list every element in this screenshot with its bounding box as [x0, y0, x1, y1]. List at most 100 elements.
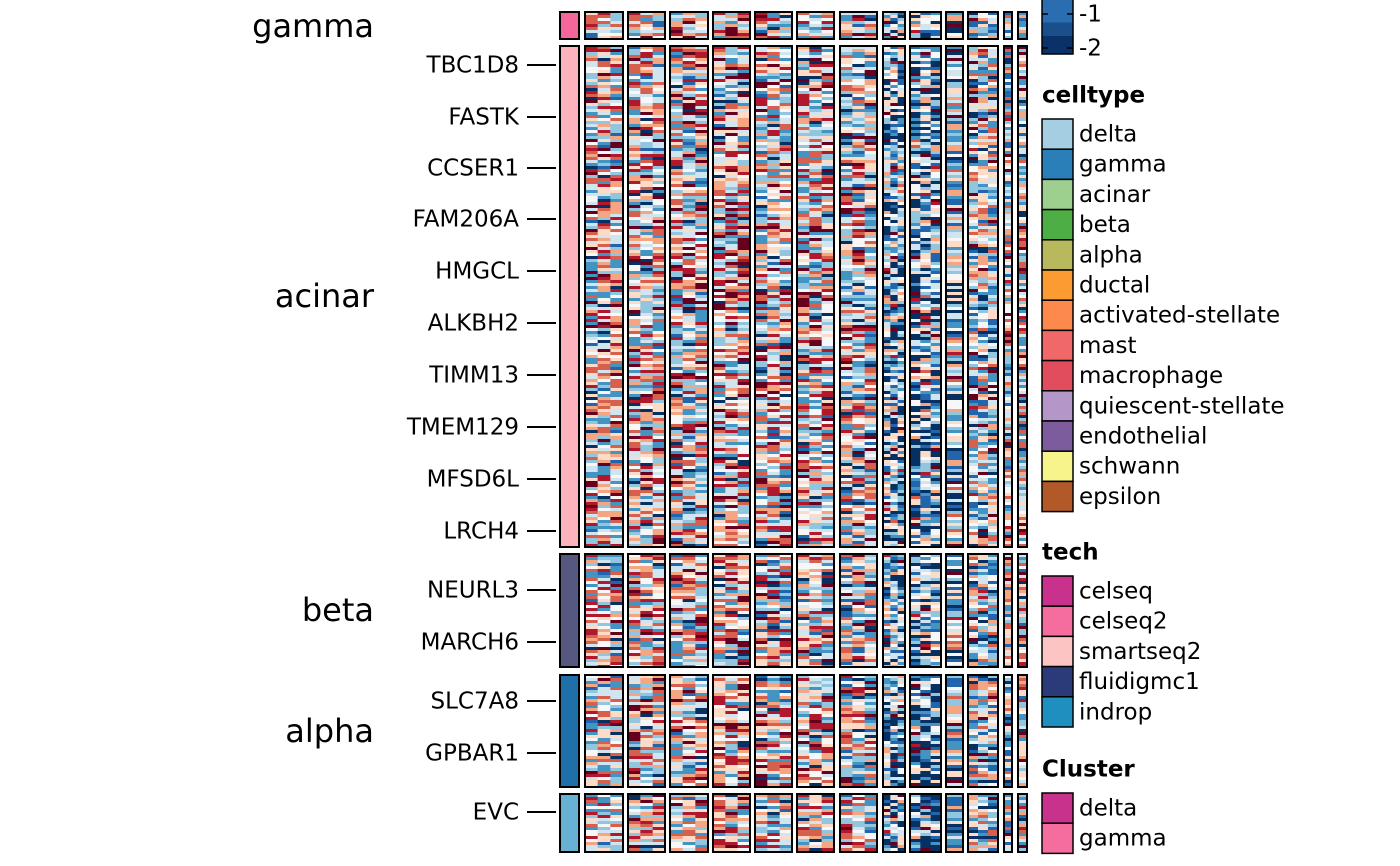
heatmap-cell: [910, 133, 921, 137]
heatmap-cell: [797, 499, 810, 503]
heatmap-cell: [910, 508, 921, 512]
heatmap-cell: [628, 145, 641, 149]
heatmap-cell: [610, 310, 624, 314]
heatmap-cell: [755, 73, 768, 77]
heatmap-cell: [946, 67, 964, 71]
heatmap-cell: [652, 475, 666, 479]
heatmap-block-border: [967, 11, 999, 40]
heatmap-cell: [978, 15, 989, 19]
heatmap-cell: [767, 430, 780, 434]
heatmap-cell: [755, 27, 768, 31]
heatmap-cell: [585, 211, 598, 215]
heatmap-cell: [920, 217, 931, 221]
heatmap-cell: [930, 247, 942, 251]
heatmap-cell: [930, 163, 942, 167]
heatmap-cell: [670, 298, 683, 302]
heatmap-cell: [725, 373, 738, 377]
heatmap-cell: [597, 424, 611, 428]
heatmap-cell: [755, 325, 768, 329]
heatmap-cell: [597, 208, 611, 212]
heatmap-cell: [864, 148, 878, 152]
heatmap-cell: [890, 247, 898, 251]
heatmap-cell: [585, 277, 598, 281]
heatmap-cell: [897, 259, 906, 263]
heatmap-cell: [864, 46, 878, 50]
heatmap-cell: [864, 27, 878, 31]
heatmap-cell: [797, 433, 810, 437]
heatmap-cell: [597, 286, 611, 290]
heatmap-cell: [610, 58, 624, 62]
heatmap-cell: [640, 253, 653, 257]
heatmap-cell: [652, 145, 666, 149]
heatmap-cell: [597, 469, 611, 473]
heatmap-cell: [897, 268, 906, 272]
heatmap-cell: [610, 307, 624, 311]
heatmap-cell: [920, 517, 931, 521]
heatmap-cell: [640, 394, 653, 398]
heatmap-cell: [809, 343, 822, 347]
heatmap-cell: [682, 73, 696, 77]
heatmap-cell: [946, 277, 964, 281]
heatmap-cell: [682, 337, 696, 341]
heatmap-cell: [946, 436, 964, 440]
heatmap-cell: [695, 454, 709, 458]
heatmap-cell: [779, 175, 793, 179]
heatmap-cell: [797, 442, 810, 446]
heatmap-cell: [597, 520, 611, 524]
heatmap-cell: [809, 55, 822, 59]
heatmap-cell: [920, 151, 931, 155]
heatmap-cell: [864, 535, 878, 539]
heatmap-cell: [930, 421, 942, 425]
heatmap-cell: [890, 490, 898, 494]
heatmap-cell: [897, 256, 906, 260]
heatmap-cell: [628, 478, 641, 482]
heatmap-cell: [920, 130, 931, 134]
heatmap-cell: [737, 175, 751, 179]
heatmap-cell: [682, 196, 696, 200]
heatmap-cell: [840, 24, 853, 28]
heatmap-cell: [585, 58, 598, 62]
heatmap-cell: [628, 121, 641, 125]
heatmap-cell: [852, 466, 865, 470]
heatmap-cell: [883, 61, 891, 65]
heatmap-cell: [897, 61, 906, 65]
heatmap-cell: [890, 430, 898, 434]
heatmap-cell: [797, 205, 810, 209]
heatmap-cell: [682, 21, 696, 25]
heatmap-cell: [852, 496, 865, 500]
heatmap-cell: [920, 115, 931, 119]
heatmap-cell: [755, 322, 768, 326]
heatmap-cell: [779, 271, 793, 275]
heatmap-cell: [779, 319, 793, 323]
heatmap-cell: [670, 538, 683, 542]
heatmap-cell: [1018, 21, 1028, 25]
heatmap-cell: [597, 127, 611, 131]
heatmap-cell: [695, 115, 709, 119]
heatmap-cell: [910, 448, 921, 452]
heatmap-cell: [821, 388, 835, 392]
heatmap-cell: [597, 379, 611, 383]
heatmap-cell: [682, 82, 696, 86]
heatmap-cell: [725, 30, 738, 34]
heatmap-cell: [755, 346, 768, 350]
heatmap-cell: [652, 85, 666, 89]
heatmap-cell: [682, 142, 696, 146]
heatmap-cell: [670, 280, 683, 284]
heatmap-cell: [930, 232, 942, 236]
heatmap-cell: [737, 319, 751, 323]
heatmap-cell: [585, 361, 598, 365]
heatmap-cell: [809, 424, 822, 428]
heatmap-cell: [725, 313, 738, 317]
heatmap-cell: [610, 184, 624, 188]
heatmap-cell: [695, 502, 709, 506]
heatmap-cell: [897, 334, 906, 338]
heatmap-cell: [946, 64, 964, 68]
heatmap-cell: [797, 436, 810, 440]
heatmap-cell: [695, 478, 709, 482]
heatmap-cell: [930, 46, 942, 50]
heatmap-cell: [809, 487, 822, 491]
heatmap-cell: [652, 199, 666, 203]
heatmap-cell: [821, 340, 835, 344]
heatmap-cell: [755, 12, 768, 16]
heatmap-cell: [652, 463, 666, 467]
